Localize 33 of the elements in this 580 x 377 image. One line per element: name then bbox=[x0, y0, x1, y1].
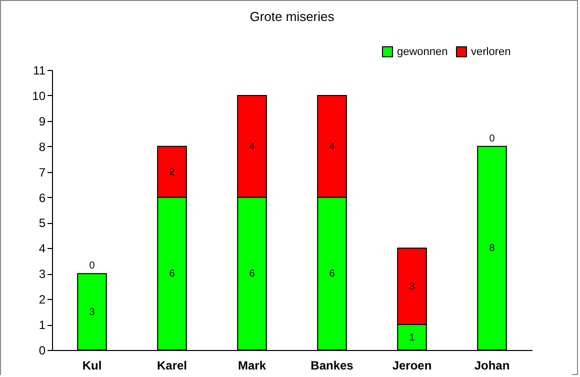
y-tick-label: 11 bbox=[33, 64, 46, 78]
y-tick-label: 2 bbox=[38, 292, 46, 307]
data-label: 2 bbox=[169, 166, 176, 178]
data-label: 8 bbox=[489, 243, 496, 254]
x-tick-label: Bankes bbox=[310, 358, 354, 372]
data-label: 0 bbox=[489, 133, 496, 144]
y-tick-label: 6 bbox=[38, 190, 46, 205]
y-tick-label: 0 bbox=[38, 344, 46, 358]
chart-title: Grote miseries bbox=[250, 9, 335, 24]
data-label: 3 bbox=[409, 281, 416, 292]
y-tick-label: 1 bbox=[38, 318, 46, 332]
x-tick-label: Johan bbox=[474, 358, 510, 372]
data-label: 3 bbox=[89, 306, 96, 318]
data-label: 4 bbox=[329, 141, 336, 152]
y-tick-label: 8 bbox=[38, 140, 46, 154]
y-tick-label: 7 bbox=[38, 165, 46, 180]
y-tick-label: 10 bbox=[32, 88, 46, 103]
x-tick-label: Jeroen bbox=[392, 358, 432, 372]
x-tick-label: Mark bbox=[238, 358, 266, 372]
legend-label: verloren bbox=[471, 46, 511, 58]
data-label: 6 bbox=[249, 268, 256, 280]
y-tick-label: 4 bbox=[38, 242, 46, 256]
y-tick-label: 9 bbox=[38, 114, 46, 128]
data-label: 4 bbox=[249, 141, 256, 152]
data-label: 1 bbox=[409, 332, 416, 344]
x-tick-label: Kul bbox=[82, 358, 102, 372]
legend-label: gewonnen bbox=[397, 46, 448, 58]
data-label: 0 bbox=[89, 260, 96, 272]
x-tick-label: Karel bbox=[156, 358, 188, 372]
y-tick-label: 3 bbox=[38, 267, 46, 282]
y-tick-label: 5 bbox=[38, 216, 46, 230]
data-label: 6 bbox=[329, 268, 336, 280]
data-label: 6 bbox=[169, 268, 176, 280]
